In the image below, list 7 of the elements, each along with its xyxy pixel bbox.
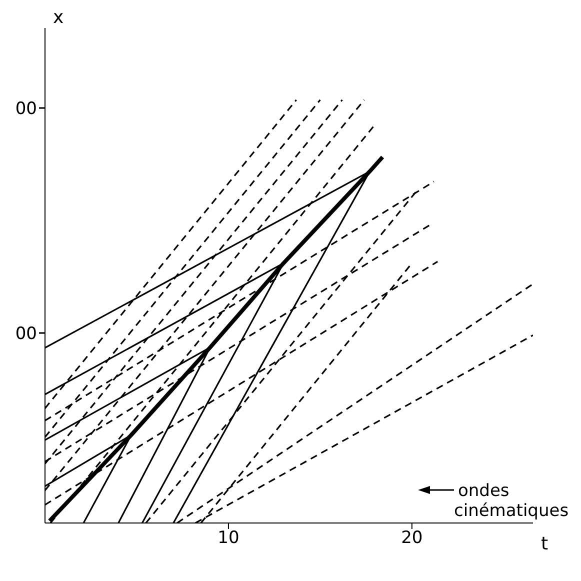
y-axis-title: x bbox=[53, 6, 64, 28]
x-tick-label: 10 bbox=[218, 528, 240, 548]
text: 00 bbox=[15, 99, 37, 119]
x-tick-label: 20 bbox=[401, 528, 423, 548]
x-axis-title: t bbox=[541, 533, 548, 554]
annotation: ondes cinématiques bbox=[454, 481, 569, 521]
text: 00 bbox=[15, 324, 37, 344]
